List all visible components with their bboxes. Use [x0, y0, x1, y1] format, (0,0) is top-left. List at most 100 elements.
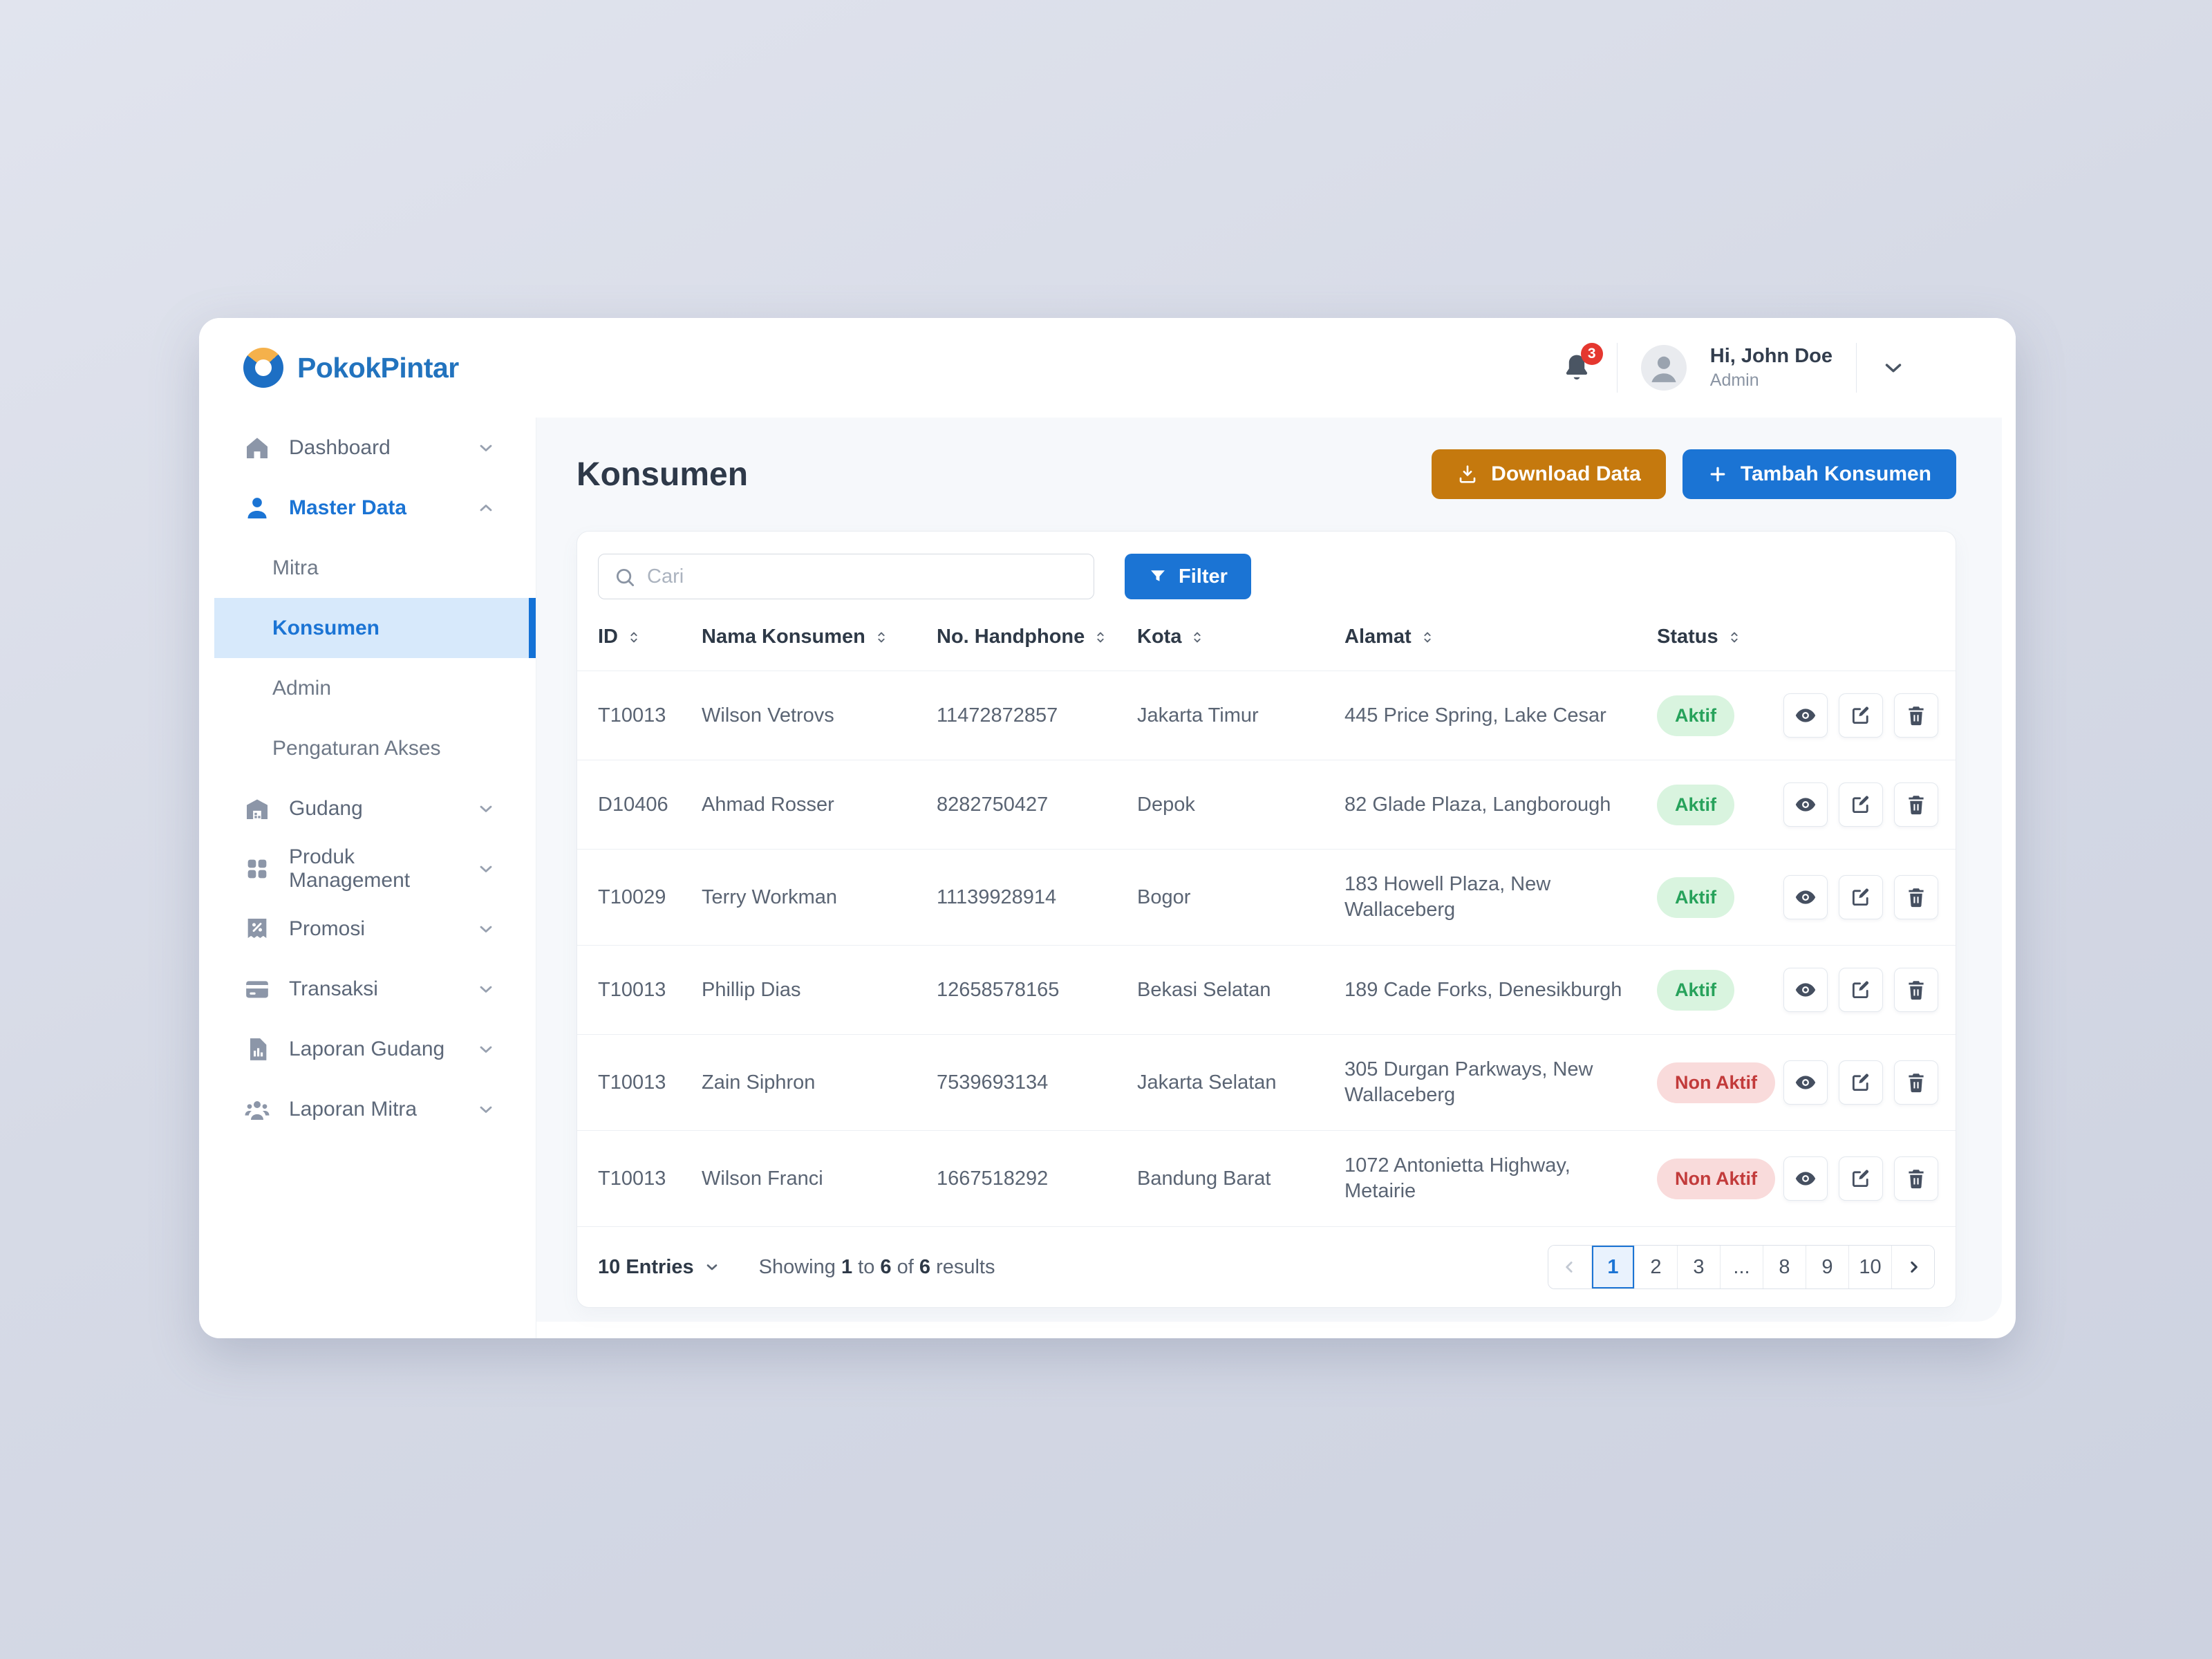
sidebar-item-gudang[interactable]: Gudang [199, 778, 536, 838]
view-button[interactable] [1783, 782, 1828, 827]
edit-button[interactable] [1839, 1156, 1883, 1201]
sidebar-item-laporan-gudang[interactable]: Laporan Gudang [199, 1019, 536, 1079]
pagination-page-button[interactable]: 3 [1677, 1246, 1720, 1288]
sort-icon [1727, 630, 1742, 645]
people-icon [243, 1096, 271, 1123]
filter-button[interactable]: Filter [1125, 554, 1251, 599]
cell-phone: 7539693134 [937, 1071, 1049, 1094]
status-badge: Aktif [1657, 695, 1734, 736]
divider [1856, 343, 1857, 393]
sidebar-item-master-data[interactable]: Master Data [199, 478, 536, 538]
user-info: Hi, John Doe Admin [1710, 345, 1833, 391]
chevron-down-icon [476, 980, 496, 999]
chevron-down-icon [704, 1259, 720, 1275]
delete-button[interactable] [1894, 782, 1938, 827]
cell-actions [1783, 782, 1938, 827]
download-icon [1456, 463, 1479, 485]
pagination-next-button[interactable] [1891, 1246, 1934, 1288]
cell-name: Ahmad Rosser [702, 793, 834, 816]
pagination-page-button[interactable]: 2 [1634, 1246, 1677, 1288]
delete-button[interactable] [1894, 1060, 1938, 1105]
search-icon [613, 565, 637, 589]
table-row: T10013 Zain Siphron 7539693134 Jakarta S… [577, 1035, 1956, 1131]
column-header-handphone[interactable]: No. Handphone [937, 626, 1137, 648]
cell-id: T10013 [598, 1167, 666, 1190]
view-button[interactable] [1783, 1156, 1828, 1201]
edit-button[interactable] [1839, 1060, 1883, 1105]
column-header-alamat[interactable]: Alamat [1344, 626, 1657, 648]
cell-city: Depok [1137, 793, 1195, 816]
brand-name: PokokPintar [297, 351, 459, 384]
sidebar-item-laporan-mitra[interactable]: Laporan Mitra [199, 1079, 536, 1139]
pagination-prev-button[interactable] [1548, 1246, 1591, 1288]
notification-badge: 3 [1580, 343, 1603, 365]
cell-id: T10013 [598, 978, 666, 1001]
edit-button[interactable] [1839, 782, 1883, 827]
cell-city: Bandung Barat [1137, 1167, 1271, 1190]
edit-button[interactable] [1839, 968, 1883, 1012]
entries-dropdown[interactable]: 10 Entries [598, 1256, 720, 1279]
edit-button[interactable] [1839, 875, 1883, 919]
cell-id: T10029 [598, 885, 666, 908]
cell-name: Zain Siphron [702, 1071, 816, 1094]
pagination-page-button[interactable]: 8 [1763, 1246, 1806, 1288]
cell-city: Bekasi Selatan [1137, 978, 1271, 1001]
pagination-page-button[interactable]: 9 [1806, 1246, 1848, 1288]
delete-button[interactable] [1894, 968, 1938, 1012]
sort-icon [874, 630, 889, 645]
column-header-id[interactable]: ID [598, 626, 702, 648]
cell-name: Wilson Franci [702, 1167, 823, 1190]
cell-actions [1783, 1060, 1938, 1105]
user-menu-button[interactable] [1880, 355, 1906, 381]
cell-phone: 12658578165 [937, 978, 1060, 1001]
pagination-page-button[interactable]: 1 [1591, 1246, 1634, 1288]
cell-address: 305 Durgan Parkways, New Wallaceberg [1344, 1058, 1593, 1106]
sidebar-item-konsumen[interactable]: Konsumen [214, 598, 536, 658]
pagination-ellipsis[interactable]: ... [1720, 1246, 1763, 1288]
table-row: T10029 Terry Workman 11139928914 Bogor 1… [577, 850, 1956, 946]
divider [1616, 343, 1618, 393]
add-konsumen-button[interactable]: Tambah Konsumen [1682, 449, 1956, 499]
pagination: 1 2 3... 8 9 10 [1548, 1245, 1935, 1289]
sidebar-item-transaksi[interactable]: Transaksi [199, 959, 536, 1019]
cell-name: Terry Workman [702, 885, 838, 908]
cell-name: Wilson Vetrovs [702, 704, 834, 727]
download-data-button[interactable]: Download Data [1432, 449, 1666, 499]
search-input[interactable] [598, 554, 1094, 599]
column-header-nama[interactable]: Nama Konsumen [702, 626, 937, 648]
sidebar-item-pengaturan-akses[interactable]: Pengaturan Akses [272, 736, 441, 760]
pagination-page-button[interactable]: 10 [1848, 1246, 1891, 1288]
table-row: T10013 Wilson Franci 1667518292 Bandung … [577, 1131, 1956, 1227]
delete-button[interactable] [1894, 1156, 1938, 1201]
view-button[interactable] [1783, 693, 1828, 738]
view-button[interactable] [1783, 968, 1828, 1012]
sidebar-item-produk-management[interactable]: Produk Management [199, 838, 536, 899]
table-row: T10013 Phillip Dias 12658578165 Bekasi S… [577, 946, 1956, 1035]
cell-actions [1783, 693, 1938, 738]
column-header-kota[interactable]: Kota [1137, 626, 1344, 648]
notifications-button[interactable]: 3 [1560, 343, 1603, 384]
cell-name: Phillip Dias [702, 978, 801, 1001]
chevron-down-icon [476, 799, 496, 818]
delete-button[interactable] [1894, 693, 1938, 738]
cell-id: D10406 [598, 793, 668, 816]
file-chart-icon [243, 1035, 271, 1063]
sidebar: Dashboard Master Data Mitra Konsumen [199, 418, 536, 1338]
sidebar-item-admin[interactable]: Admin [272, 676, 332, 700]
column-header-status[interactable]: Status [1657, 626, 1783, 648]
sidebar-item-promosi[interactable]: Promosi [199, 899, 536, 959]
sidebar-item-mitra[interactable]: Mitra [272, 556, 319, 579]
user-cluster: 3 Hi, John Doe Admin [1560, 343, 1906, 393]
top-header: PokokPintar 3 [199, 318, 2016, 418]
view-button[interactable] [1783, 875, 1828, 919]
sort-icon [1420, 630, 1435, 645]
cell-address: 445 Price Spring, Lake Cesar [1344, 704, 1606, 727]
sidebar-item-dashboard[interactable]: Dashboard [199, 418, 536, 478]
view-button[interactable] [1783, 1060, 1828, 1105]
status-badge: Aktif [1657, 877, 1734, 918]
delete-button[interactable] [1894, 875, 1938, 919]
edit-button[interactable] [1839, 693, 1883, 738]
chevron-down-icon [476, 438, 496, 458]
avatar[interactable] [1640, 345, 1687, 391]
